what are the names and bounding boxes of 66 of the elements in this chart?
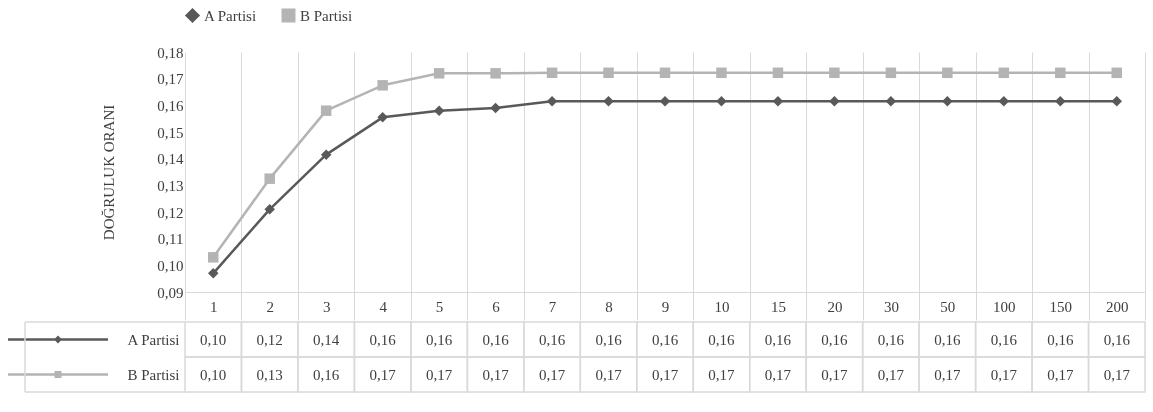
data-label: 0,16 bbox=[990, 331, 1018, 348]
data-label: 0,16 bbox=[369, 331, 397, 348]
x-tick-label: 8 bbox=[605, 298, 613, 315]
y-tick-label: 0,11 bbox=[157, 231, 184, 248]
y-tick-label: 0,10 bbox=[157, 257, 184, 274]
data-label: 0,17 bbox=[877, 366, 905, 383]
data-label: 0,17 bbox=[595, 366, 623, 383]
data-label: 0,17 bbox=[1047, 366, 1074, 383]
data-label: 0,10 bbox=[200, 366, 227, 383]
y-tick-label: 0,16 bbox=[157, 97, 184, 114]
x-tick-label: 3 bbox=[322, 298, 331, 315]
legend-label: B Partisi bbox=[300, 7, 353, 24]
x-tick-label: 1 bbox=[209, 298, 218, 315]
data-label: 0,17 bbox=[934, 366, 961, 383]
data-label: 0,17 bbox=[764, 366, 792, 383]
x-tick-label: 50 bbox=[940, 298, 956, 315]
data-label: 0,16 bbox=[313, 366, 340, 383]
y-tick-label: 0,18 bbox=[157, 44, 184, 61]
y-tick-label: 0,13 bbox=[157, 177, 184, 194]
data-label: 0,12 bbox=[256, 331, 283, 348]
y-tick-label: 0,12 bbox=[157, 204, 184, 221]
x-tick-label: 6 bbox=[492, 298, 501, 315]
y-tick-label: 0,17 bbox=[157, 71, 184, 88]
x-tick-label: 2 bbox=[266, 298, 274, 315]
y-tick-label: 0,15 bbox=[157, 124, 184, 141]
data-label: 0,16 bbox=[708, 331, 736, 348]
x-tick-label: 10 bbox=[714, 298, 730, 315]
x-tick-label: 100 bbox=[993, 298, 1016, 315]
legend-label: A Partisi bbox=[204, 7, 257, 24]
data-label: 0,16 bbox=[651, 331, 679, 348]
x-tick-label: 15 bbox=[770, 298, 786, 315]
text: B Partisi bbox=[127, 366, 180, 383]
data-label: 0,16 bbox=[877, 331, 905, 348]
data-label: 0,17 bbox=[651, 366, 679, 383]
data-label: 0,16 bbox=[1047, 331, 1074, 348]
y-tick-label: 0,09 bbox=[157, 284, 184, 301]
data-label: 0,17 bbox=[1103, 366, 1131, 383]
data-label: 0,17 bbox=[369, 366, 397, 383]
text: A Partisi bbox=[127, 331, 180, 348]
data-label: 0,17 bbox=[708, 366, 736, 383]
data-label: 0,16 bbox=[595, 331, 623, 348]
x-tick-label: 4 bbox=[379, 298, 388, 315]
data-label: 0,16 bbox=[764, 331, 792, 348]
data-label: 0,16 bbox=[1103, 331, 1131, 348]
x-tick-label: 30 bbox=[883, 298, 899, 315]
data-label: 0,16 bbox=[538, 331, 566, 348]
x-tick-label: 9 bbox=[661, 298, 670, 315]
data-label: 0,10 bbox=[200, 331, 227, 348]
x-tick-label: 200 bbox=[1106, 298, 1129, 315]
data-label: 0,17 bbox=[821, 366, 849, 383]
data-label: 0,17 bbox=[482, 366, 510, 383]
data-label: 0,16 bbox=[821, 331, 849, 348]
data-label: 0,17 bbox=[538, 366, 566, 383]
x-tick-label: 150 bbox=[1049, 298, 1073, 315]
data-label: 0,16 bbox=[482, 331, 510, 348]
data-label: 0,13 bbox=[256, 366, 283, 383]
x-tick-label: 7 bbox=[548, 298, 557, 315]
data-label: 0,16 bbox=[425, 331, 453, 348]
y-axis-title: DOĞRULUK ORANI bbox=[101, 104, 118, 241]
data-label: 0,17 bbox=[425, 366, 453, 383]
y-tick-label: 0,14 bbox=[157, 151, 184, 168]
data-label: 0,16 bbox=[934, 331, 961, 348]
data-label: 0,14 bbox=[313, 331, 340, 348]
data-label: 0,17 bbox=[990, 366, 1018, 383]
x-tick-label: 5 bbox=[435, 298, 444, 315]
x-tick-label: 20 bbox=[827, 298, 843, 315]
